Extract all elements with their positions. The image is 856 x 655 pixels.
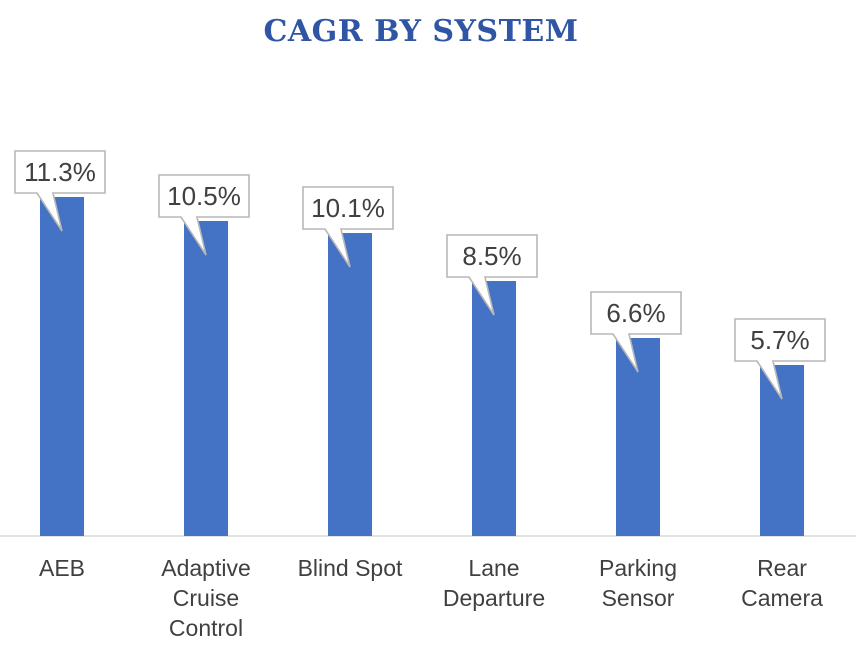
x-tick-label-rear-camera: Rear Camera bbox=[741, 555, 823, 611]
x-tick-label-blind-spot: Blind Spot bbox=[298, 555, 403, 581]
x-tick-label-parking-sensor: Parking Sensor bbox=[599, 555, 677, 611]
data-labels-group: 11.3% 10.5% 10.1% 8.5% 6.6% 5.7% bbox=[14, 150, 826, 400]
data-label-adaptive-cruise-control: 10.5% bbox=[167, 181, 241, 211]
data-label-callout-blind-spot bbox=[302, 186, 394, 268]
chart-title: CAGR BY SYSTEM bbox=[263, 14, 579, 49]
data-label-callout-rear-camera bbox=[734, 318, 826, 400]
data-label-rear-camera: 5.7% bbox=[750, 325, 809, 355]
bars-group bbox=[40, 197, 804, 536]
data-label-parking-sensor: 6.6% bbox=[606, 298, 665, 328]
data-label-callout-adaptive-cruise-control bbox=[158, 174, 250, 256]
bar-rear-camera bbox=[760, 365, 804, 536]
data-label-aeb: 11.3% bbox=[24, 157, 96, 187]
x-tick-label-aeb: AEB bbox=[39, 555, 85, 581]
x-tick-label-adaptive-cruise-control: Adaptive Cruise Control bbox=[161, 555, 251, 641]
x-tick-label-lane-departure: Lane Departure bbox=[443, 555, 545, 611]
data-label-callout-lane-departure bbox=[446, 234, 538, 316]
bar-blind-spot bbox=[328, 233, 372, 536]
bar-parking-sensor bbox=[616, 338, 660, 536]
data-label-blind-spot: 10.1% bbox=[311, 193, 385, 223]
data-label-lane-departure: 8.5% bbox=[462, 241, 521, 271]
x-tick-labels-group: AEB Adaptive Cruise Control Blind Spot Lane De… bbox=[39, 555, 823, 641]
bar-adaptive-cruise-control bbox=[184, 221, 228, 536]
bar-lane-departure bbox=[472, 281, 516, 536]
data-label-callout-parking-sensor bbox=[590, 291, 682, 373]
bar-aeb bbox=[40, 197, 84, 536]
data-label-callout-aeb bbox=[14, 150, 106, 232]
